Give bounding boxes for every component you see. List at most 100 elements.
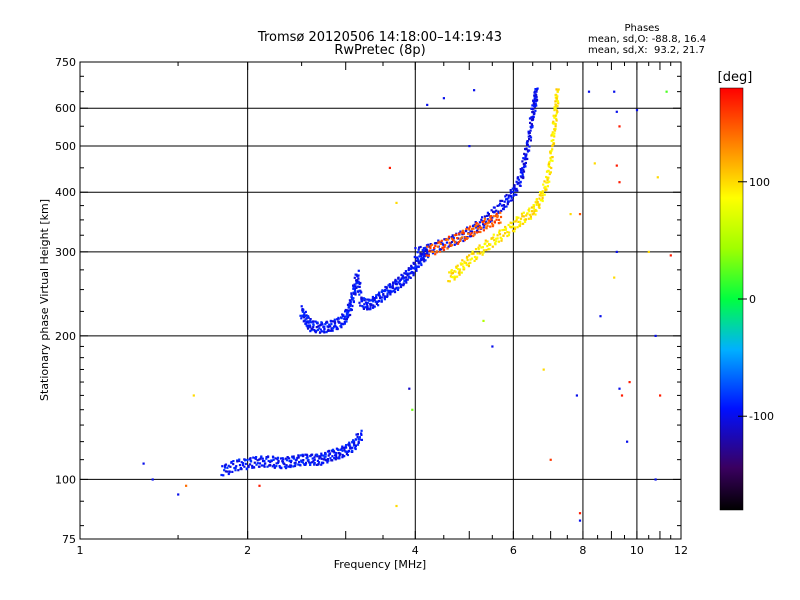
trace-point: [342, 455, 345, 458]
trace-point: [556, 90, 559, 93]
trace-point: [360, 429, 363, 432]
trace-point: [480, 251, 483, 254]
trace-point: [400, 283, 403, 286]
trace-point: [481, 220, 484, 224]
trace-point: [302, 459, 305, 462]
trace-point: [349, 303, 352, 306]
trace-point: [490, 215, 493, 218]
trace-point: [359, 304, 362, 307]
scatter-point: [654, 334, 657, 337]
scatter-point: [626, 440, 629, 443]
trace-point: [482, 226, 485, 229]
trace-point: [553, 115, 556, 118]
trace-point: [397, 276, 400, 279]
trace-point: [302, 320, 305, 323]
trace-point: [228, 470, 231, 473]
trace-point: [241, 464, 244, 467]
trace-point: [226, 470, 229, 473]
trace-point: [358, 436, 361, 439]
trace-point: [531, 213, 534, 216]
trace-point: [497, 210, 500, 213]
trace-point: [406, 274, 409, 277]
trace-point: [252, 456, 255, 459]
trace-point: [318, 455, 321, 458]
trace-point: [305, 314, 308, 317]
trace-point: [503, 228, 506, 231]
trace-point: [446, 247, 449, 250]
trace-point: [386, 292, 389, 295]
trace-point: [351, 446, 354, 449]
trace-point: [291, 455, 294, 458]
y-tick-label: 600: [55, 102, 76, 115]
trace-point: [530, 206, 533, 209]
trace-point: [307, 327, 310, 330]
trace-point: [231, 470, 234, 473]
trace-point: [331, 455, 334, 458]
trace-point: [285, 459, 288, 462]
trace-point: [393, 288, 396, 291]
trace-point: [500, 209, 503, 212]
trace-point: [272, 458, 275, 461]
chart-subtitle: RwPretec (8p): [334, 43, 425, 58]
trace-point: [321, 462, 324, 465]
trace-point: [289, 464, 293, 467]
trace-point: [533, 112, 536, 115]
trace-point: [493, 221, 496, 224]
trace-point: [380, 300, 383, 303]
trace-point: [360, 296, 363, 299]
trace-point: [246, 458, 249, 462]
trace-point: [535, 94, 538, 97]
trace-point: [250, 460, 253, 463]
trace-point: [357, 281, 360, 284]
trace-point: [476, 256, 479, 259]
trace-point: [377, 300, 380, 303]
x-axis-ticks: 1 2 4 6 8 10 12: [77, 62, 688, 557]
trace-point: [519, 171, 522, 174]
trace-point: [450, 236, 453, 239]
trace-point: [343, 446, 346, 449]
trace-point: [343, 320, 346, 324]
trace-point: [529, 217, 533, 220]
trace-point: [459, 262, 462, 265]
trace-point: [522, 215, 525, 218]
trace-point: [534, 88, 537, 91]
trace-point: [304, 322, 308, 326]
trace-point: [305, 324, 308, 327]
trace-point: [369, 304, 372, 307]
trace-point: [418, 255, 421, 258]
trace-point: [337, 451, 340, 455]
trace-point: [547, 162, 551, 165]
trace-point: [556, 110, 559, 113]
trace-point: [541, 196, 544, 200]
trace-point: [545, 175, 548, 179]
trace-point: [447, 237, 450, 240]
trace-point: [550, 139, 553, 142]
trace-point: [406, 272, 409, 275]
trace-point: [429, 246, 432, 250]
trace-point: [425, 254, 428, 257]
trace-point: [380, 290, 383, 293]
trace-point: [325, 459, 328, 462]
trace-point: [511, 190, 514, 193]
trace-point: [405, 272, 408, 275]
trace-point: [402, 282, 405, 285]
trace-point: [516, 189, 519, 192]
trace-point: [320, 321, 323, 324]
trace-point: [519, 220, 522, 223]
trace-point: [532, 104, 536, 107]
trace-point: [232, 463, 235, 466]
trace-point: [534, 213, 537, 216]
trace-point: [517, 181, 520, 185]
scatter-point: [599, 315, 602, 318]
trace-point: [318, 327, 321, 330]
trace-point: [330, 322, 333, 326]
trace-point: [258, 465, 261, 468]
trace-point: [460, 231, 463, 234]
colorbar-tick-label: 0: [749, 293, 756, 306]
trace-point: [331, 450, 334, 453]
trace-point: [296, 456, 299, 459]
trace-point: [346, 315, 350, 318]
trace-point: [452, 276, 455, 279]
trace-point: [476, 252, 479, 255]
trace-point: [309, 321, 312, 324]
